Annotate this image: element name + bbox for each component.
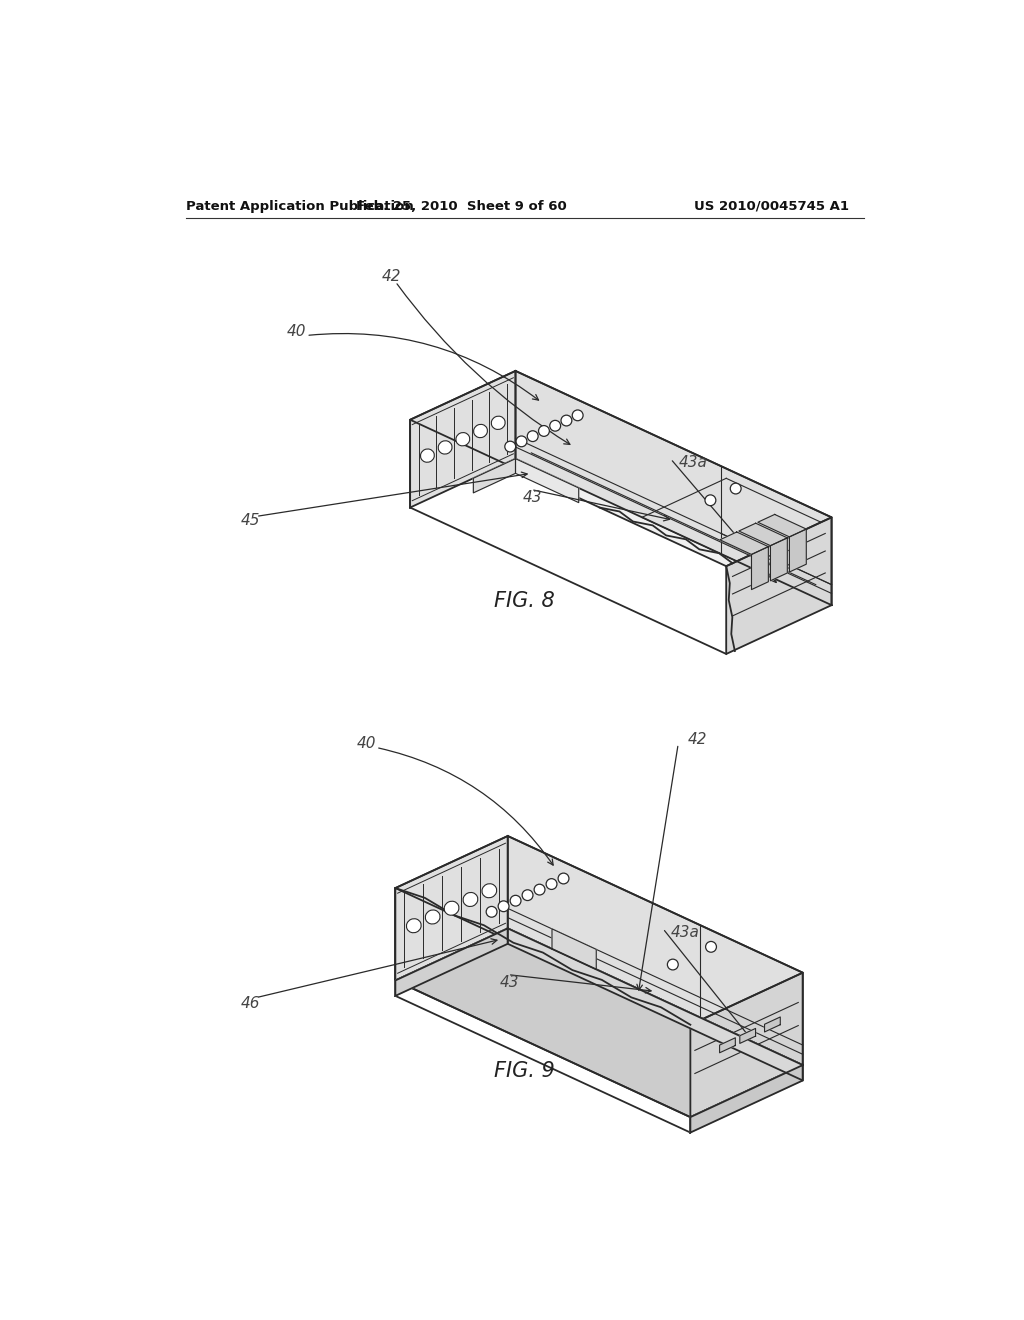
Polygon shape (411, 371, 831, 566)
Ellipse shape (492, 416, 505, 429)
Ellipse shape (421, 449, 434, 462)
Circle shape (505, 441, 516, 451)
Ellipse shape (456, 433, 470, 446)
Text: 40: 40 (287, 325, 307, 339)
Circle shape (510, 895, 521, 906)
Circle shape (498, 900, 509, 912)
Circle shape (546, 879, 557, 890)
Polygon shape (720, 1038, 735, 1053)
Polygon shape (508, 928, 803, 1081)
Polygon shape (515, 459, 579, 503)
Text: Patent Application Publication: Patent Application Publication (186, 199, 414, 213)
Polygon shape (726, 517, 831, 653)
Polygon shape (552, 929, 596, 969)
Circle shape (550, 420, 560, 432)
Polygon shape (765, 1016, 780, 1032)
Polygon shape (473, 459, 515, 492)
Text: 42: 42 (382, 269, 401, 284)
Polygon shape (739, 523, 787, 545)
Polygon shape (770, 537, 787, 581)
Polygon shape (752, 546, 768, 590)
Ellipse shape (482, 883, 497, 898)
Circle shape (558, 873, 569, 884)
Polygon shape (739, 1028, 756, 1043)
Polygon shape (515, 371, 831, 605)
Polygon shape (395, 836, 508, 981)
Polygon shape (690, 1065, 803, 1133)
Circle shape (516, 436, 527, 446)
Circle shape (730, 483, 741, 494)
Ellipse shape (438, 441, 452, 454)
Text: 42: 42 (687, 733, 707, 747)
Text: FIG. 8: FIG. 8 (495, 591, 555, 611)
Polygon shape (790, 529, 806, 572)
Polygon shape (758, 515, 806, 537)
Ellipse shape (463, 892, 478, 907)
Circle shape (561, 416, 571, 426)
Circle shape (535, 884, 545, 895)
Text: 46: 46 (241, 995, 260, 1011)
Circle shape (527, 430, 539, 442)
Text: Feb. 25, 2010  Sheet 9 of 60: Feb. 25, 2010 Sheet 9 of 60 (356, 199, 566, 213)
Text: 40: 40 (357, 737, 377, 751)
Text: 43a: 43a (678, 455, 708, 470)
Ellipse shape (474, 424, 487, 438)
Polygon shape (395, 928, 508, 995)
Text: 45: 45 (241, 512, 260, 528)
Circle shape (668, 960, 678, 970)
Circle shape (522, 890, 532, 900)
Text: FIG. 9: FIG. 9 (495, 1061, 555, 1081)
Ellipse shape (444, 902, 459, 915)
Polygon shape (720, 532, 768, 554)
Circle shape (486, 907, 497, 917)
Polygon shape (508, 836, 803, 1065)
Circle shape (706, 941, 717, 952)
Circle shape (572, 411, 583, 421)
Polygon shape (395, 928, 803, 1117)
Text: US 2010/0045745 A1: US 2010/0045745 A1 (693, 199, 849, 213)
Circle shape (705, 495, 716, 506)
Text: 43: 43 (500, 974, 519, 990)
Polygon shape (411, 371, 515, 507)
Circle shape (539, 425, 549, 437)
Ellipse shape (425, 909, 440, 924)
Text: 43: 43 (523, 490, 543, 504)
Polygon shape (690, 973, 803, 1117)
Polygon shape (395, 836, 803, 1024)
Ellipse shape (407, 919, 421, 933)
Text: 43a: 43a (671, 925, 699, 940)
